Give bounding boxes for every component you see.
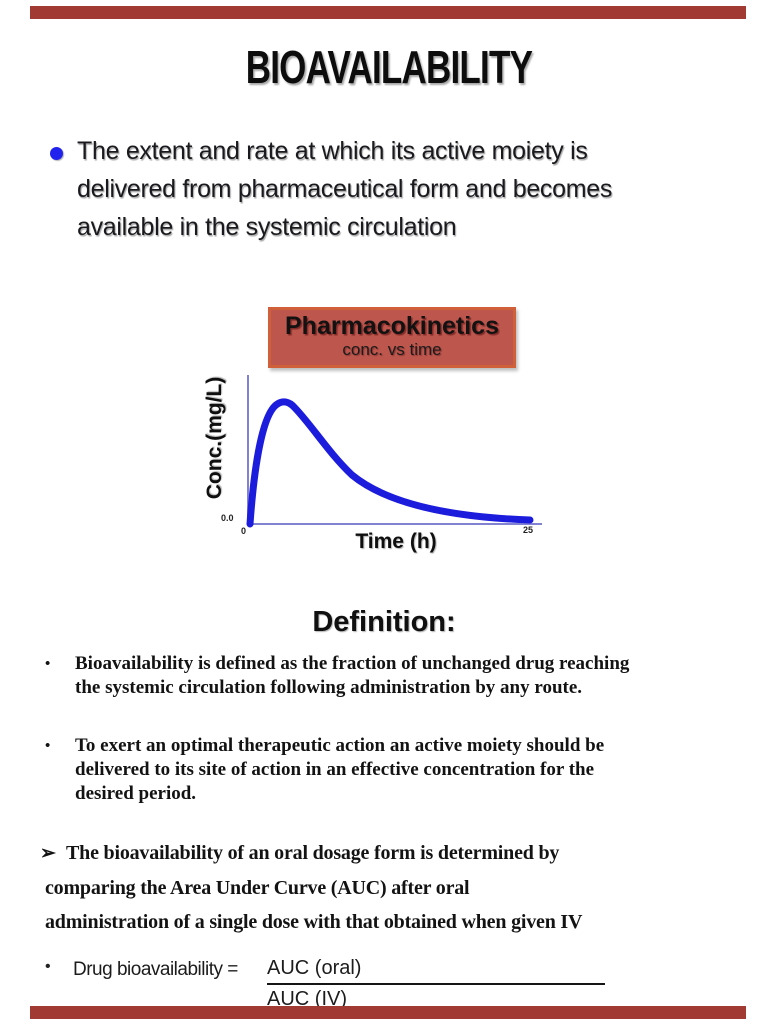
auc-line-3: administration of a single dose with tha… [45, 911, 583, 933]
intro-line: delivered from pharmaceutical form and b… [77, 175, 613, 203]
bottom-red-bar [30, 1006, 746, 1019]
pharmacokinetics-subtitle: conc. vs time [342, 340, 442, 359]
definition-bullet-2-line: To exert an optimal therapeutic action a… [75, 735, 605, 756]
concentration-time-chart [246, 375, 542, 528]
bullet-marker-icon: • [45, 958, 51, 975]
x-axis-tick-zero: 0 [241, 526, 247, 536]
auc-line-2: comparing the Area Under Curve (AUC) aft… [45, 877, 470, 899]
formula-denominator: AUC (IV) [267, 988, 347, 1010]
auc-line-1: ➢ The bioavailability of an oral dosage f… [40, 836, 740, 871]
definition-bullet-1-line: the systemic circulation following admin… [75, 677, 583, 698]
auc-line-1-text: The bioavailability of an oral dosage fo… [66, 842, 560, 864]
pharmacokinetics-title: Pharmacokinetics [285, 312, 499, 340]
y-axis-label: Conc.(mg/L) [203, 376, 226, 500]
pharmacokinetics-header-box: Pharmacokinetics conc. vs time [268, 307, 516, 368]
concentration-curve [246, 398, 534, 528]
intro-line: available in the systemic circulation [77, 213, 457, 241]
definition-bullet-1-line: Bioavailability is defined as the fracti… [75, 653, 630, 674]
definition-heading: Definition: [312, 606, 456, 638]
bullet-dot-icon [50, 147, 63, 160]
bullet-marker-icon: • [45, 656, 51, 672]
top-red-bar [30, 6, 746, 19]
bullet-marker-icon: • [45, 738, 51, 754]
definition-bullet-2: • To exert an optimal therapeutic action… [45, 734, 735, 806]
definition-bullet-2-text: To exert an optimal therapeutic action a… [75, 734, 604, 806]
page-title-text: BIOAVAILABILITY [245, 41, 532, 93]
definition-bullet-1-text: Bioavailability is defined as the fracti… [75, 652, 629, 700]
y-axis-tick-zero: 0.0 [221, 513, 234, 523]
intro-line: The extent and rate at which its active … [77, 137, 588, 165]
definition-bullet-2-line: desired period. [75, 783, 197, 804]
definition-bullet-2-line: delivered to its site of action in an ef… [75, 759, 595, 780]
definition-bullet-1: • Bioavailability is defined as the frac… [45, 652, 735, 700]
intro-paragraph: The extent and rate at which its active … [77, 132, 612, 246]
x-axis-label: Time (h) [355, 530, 437, 553]
formula-numerator: AUC (oral) [267, 957, 605, 985]
formula-label: Drug bioavailability = [73, 959, 238, 980]
auc-paragraph: ➢ The bioavailability of an oral dosage f… [40, 836, 740, 939]
x-axis-tick-max: 25 [523, 525, 534, 535]
arrow-bullet-icon: ➢ [40, 843, 56, 864]
page-title: BIOAVAILABILITY [0, 40, 768, 94]
